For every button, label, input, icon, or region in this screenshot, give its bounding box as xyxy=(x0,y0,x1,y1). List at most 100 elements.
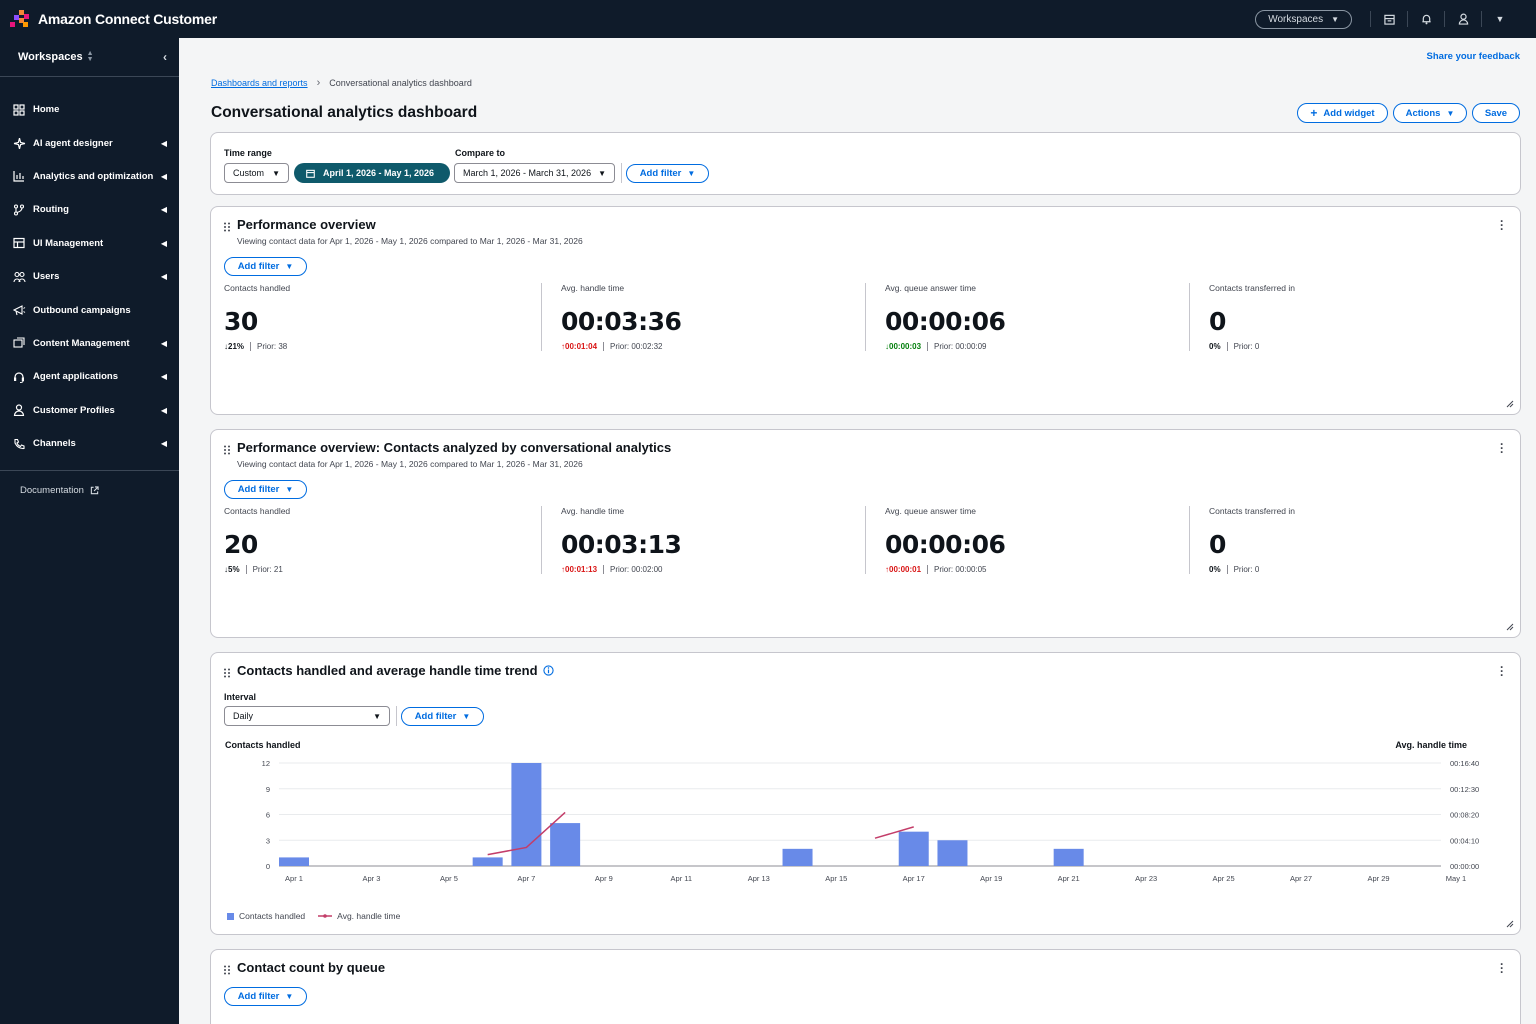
person-icon xyxy=(12,403,26,417)
metric-value: 00:00:06 xyxy=(885,530,1006,559)
separator xyxy=(603,565,605,574)
compare-to-select[interactable]: March 1, 2026 - March 31, 2026 ▼ xyxy=(454,163,615,183)
metric-delta-row: ↓5% Prior: 21 xyxy=(224,565,290,574)
y-axis-title: Contacts handled xyxy=(225,740,301,750)
divider xyxy=(1370,11,1371,27)
metric-label: Contacts transferred in xyxy=(1209,283,1295,293)
more-options-icon[interactable]: · · · xyxy=(1500,957,1504,979)
x-tick-label: Apr 5 xyxy=(440,874,458,883)
drag-handle-icon[interactable] xyxy=(223,222,231,232)
sidebar-item-routing[interactable]: Routing ◀ xyxy=(0,193,179,226)
x-tick-label: Apr 1 xyxy=(285,874,303,883)
add-widget-button[interactable]: + Add widget xyxy=(1297,103,1388,123)
drag-handle-icon[interactable] xyxy=(223,668,231,678)
sidebar-item-outbound-campaigns[interactable]: Outbound campaigns xyxy=(0,293,179,326)
sidebar-item-agent-applications[interactable]: Agent applications ◀ xyxy=(0,360,179,393)
add-filter-button[interactable]: Add filter ▼ xyxy=(224,987,307,1006)
sort-arrows-icon: ▲ ▼ xyxy=(86,50,94,63)
expand-caret-icon: ◀ xyxy=(160,138,167,148)
collapse-sidebar-icon[interactable]: ‹ xyxy=(163,50,167,64)
add-filter-button[interactable]: Add filter ▼ xyxy=(401,707,484,726)
routing-icon xyxy=(12,203,26,217)
widget-subtitle: Viewing contact data for Apr 1, 2026 - M… xyxy=(237,459,583,469)
share-feedback-link[interactable]: Share your feedback xyxy=(1426,51,1520,62)
sidebar-item-analytics[interactable]: Analytics and optimization ◀ xyxy=(0,160,179,193)
drag-handle-icon[interactable] xyxy=(223,965,231,975)
info-icon[interactable] xyxy=(542,665,554,676)
expand-caret-icon: ◀ xyxy=(160,372,167,382)
x-tick-label: Apr 17 xyxy=(903,874,925,883)
x-tick-label: Apr 11 xyxy=(671,874,693,883)
nav-list: Home AI agent designer ◀ Analytics and o… xyxy=(0,77,179,460)
widget-title-text: Contacts handled and average handle time… xyxy=(237,663,538,678)
more-options-icon[interactable]: · · · xyxy=(1500,660,1504,682)
sidebar-item-content-management[interactable]: Content Management ◀ xyxy=(0,327,179,360)
user-menu-caret-icon[interactable]: ▼ xyxy=(1495,14,1505,24)
metric-label: Contacts transferred in xyxy=(1209,506,1295,516)
metric-value: 0 xyxy=(1209,307,1226,336)
actions-dropdown[interactable]: Actions ▼ xyxy=(1393,103,1467,123)
arrow-down-icon: ↓ xyxy=(224,565,228,574)
documentation-link[interactable]: Documentation xyxy=(0,483,179,497)
app-brand[interactable]: Amazon Connect Customer xyxy=(10,10,217,28)
compare-to-label: Compare to xyxy=(455,148,506,158)
conversational-analytics-overview-widget: Performance overview: Contacts analyzed … xyxy=(210,429,1521,638)
metric-delta: ↑00:00:01 xyxy=(885,565,921,574)
metric-label: Avg. handle time xyxy=(561,506,625,516)
chevron-right-icon: › xyxy=(316,77,321,89)
user-profile-icon[interactable] xyxy=(1445,13,1481,25)
arrow-down-icon: ↓ xyxy=(885,342,889,351)
save-button[interactable]: Save xyxy=(1472,103,1520,123)
resize-handle-icon[interactable] xyxy=(1506,623,1514,631)
plus-icon: + xyxy=(1310,106,1318,120)
sidebar-item-home[interactable]: Home xyxy=(0,93,179,126)
date-range-picker[interactable]: April 1, 2026 - May 1, 2026 xyxy=(294,163,450,183)
resize-handle-icon[interactable] xyxy=(1506,400,1514,408)
add-filter-button[interactable]: Add filter ▼ xyxy=(626,164,709,183)
calendar-icon[interactable] xyxy=(1371,14,1407,25)
x-tick-label: Apr 13 xyxy=(748,874,770,883)
side-navigation: Workspaces ▲ ▼ ‹ Home AI agent designer ◀… xyxy=(0,38,179,1024)
metric-delta-value: 00:00:03 xyxy=(889,342,922,351)
breadcrumb-link-dashboards[interactable]: Dashboards and reports xyxy=(211,78,308,88)
y2-tick-label: 00:08:20 xyxy=(1450,811,1479,820)
notification-bell-icon[interactable] xyxy=(1408,13,1444,25)
performance-overview-widget: Performance overview · · · Viewing contact… xyxy=(210,206,1521,415)
drag-handle-icon[interactable] xyxy=(223,445,231,455)
headset-icon xyxy=(12,370,26,384)
users-icon xyxy=(12,270,26,284)
add-filter-button[interactable]: Add filter ▼ xyxy=(224,480,307,499)
legend-line-swatch xyxy=(318,914,333,918)
separator xyxy=(250,342,252,351)
divider xyxy=(1444,11,1445,27)
interval-select[interactable]: Daily ▼ xyxy=(224,706,390,726)
add-filter-button[interactable]: Add filter ▼ xyxy=(224,257,307,276)
metric-prior: Prior: 00:02:00 xyxy=(610,565,663,574)
caret-down-icon: ▼ xyxy=(285,262,294,271)
sidebar-item-ui-management[interactable]: UI Management ◀ xyxy=(0,227,179,260)
y2-tick-label: 00:04:10 xyxy=(1450,836,1479,845)
workspaces-dropdown[interactable]: Workspaces ▼ xyxy=(1255,9,1352,29)
y2-tick-label: 00:00:00 xyxy=(1450,862,1479,871)
x-tick-label: Apr 21 xyxy=(1058,874,1080,883)
x-tick-label: May 1 xyxy=(1446,874,1466,883)
y2-tick-label: 00:16:40 xyxy=(1450,759,1479,768)
add-filter-label: Add filter xyxy=(414,711,457,722)
more-options-icon[interactable]: · · · xyxy=(1500,437,1504,459)
resize-handle-icon[interactable] xyxy=(1506,920,1514,928)
sidebar-item-ai-agent-designer[interactable]: AI agent designer ◀ xyxy=(0,126,179,159)
chart-bar xyxy=(550,823,581,866)
metric-divider xyxy=(865,506,866,574)
phone-icon xyxy=(12,437,26,451)
sidebar-item-label: UI Management xyxy=(33,237,104,249)
sidebar-item-channels[interactable]: Channels ◀ xyxy=(0,427,179,460)
sidebar-item-customer-profiles[interactable]: Customer Profiles ◀ xyxy=(0,394,179,427)
metric-delta: ↑00:01:04 xyxy=(561,342,597,351)
avg-handle-time-line xyxy=(874,826,914,839)
workspaces-switcher[interactable]: Workspaces ▲ ▼ ‹ xyxy=(0,38,179,77)
more-options-icon[interactable]: · · · xyxy=(1500,214,1504,236)
time-range-mode-select[interactable]: Custom ▼ xyxy=(224,163,289,183)
sidebar-item-users[interactable]: Users ◀ xyxy=(0,260,179,293)
metric-delta-value: 0% xyxy=(1209,342,1221,351)
y-tick-label: 0 xyxy=(266,862,270,871)
